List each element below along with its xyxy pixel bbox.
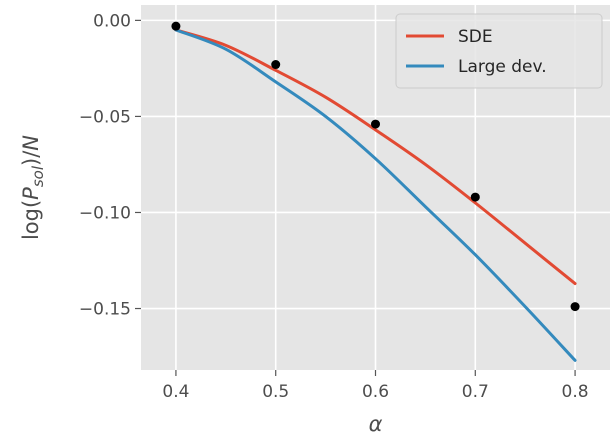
x-axis-label: α (369, 412, 383, 436)
legend: SDE Large dev. (395, 13, 603, 89)
y-axis-label-post: )/ (19, 150, 43, 166)
y-tick-label: 0.00 (93, 11, 131, 31)
x-tick-label: 0.8 (562, 382, 589, 402)
y-axis-label-sub: sol (29, 165, 47, 187)
x-tick-label: 0.6 (362, 382, 389, 402)
x-tick-label: 0.5 (262, 382, 289, 402)
series-lines (174, 28, 577, 362)
y-tick-label: −0.10 (79, 203, 131, 223)
data-point (470, 192, 480, 202)
legend-label: Large dev. (458, 57, 547, 77)
y-tick-label: −0.05 (79, 107, 131, 127)
data-points (171, 21, 580, 312)
data-point (570, 302, 580, 312)
data-point (171, 21, 181, 31)
series-line-0 (174, 28, 577, 286)
y-axis-label-main: P (19, 187, 43, 200)
data-point (271, 60, 281, 70)
series-line-1 (174, 28, 577, 362)
x-ticks: 0.4 0.5 0.6 0.7 0.8 (162, 370, 589, 402)
y-axis-label-pre: log( (19, 200, 43, 240)
legend-label: SDE (458, 27, 493, 47)
y-ticks: 0.00 −0.05 −0.10 −0.15 (79, 11, 141, 320)
x-tick-label: 0.7 (462, 382, 489, 402)
y-axis-label-tail: N (19, 135, 43, 151)
x-tick-label: 0.4 (162, 382, 189, 402)
legend-box (395, 13, 603, 89)
data-point (371, 119, 380, 129)
y-axis-label: log(Psol)/N (19, 135, 47, 240)
y-tick-label: −0.15 (79, 300, 131, 320)
